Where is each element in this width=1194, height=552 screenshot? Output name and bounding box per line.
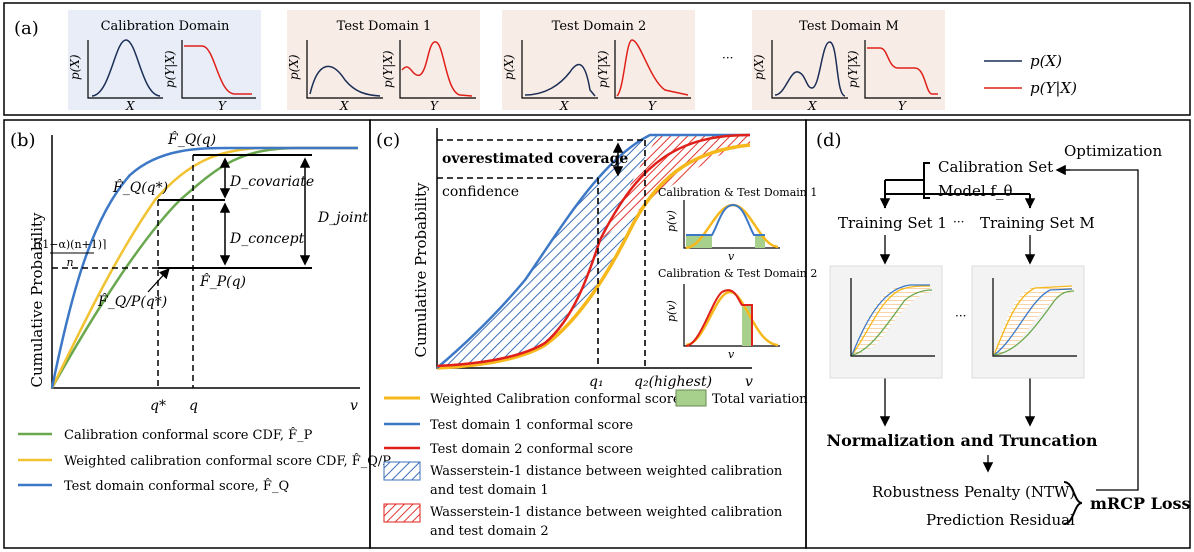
legend-calibration-cdf: Calibration conformal score CDF, F̂_P <box>64 427 313 443</box>
x-axis-label: X <box>807 99 817 113</box>
training-1-mini-chart <box>829 265 943 379</box>
inset-test-domain-2: Calibration & Test Domain 2 p(v) v <box>658 267 817 361</box>
legend-test-cdf: Test domain conformal score, F̂_Q <box>64 478 289 494</box>
pyx-axis-label: p(Y|X) <box>381 50 395 88</box>
panel-d: (d) Calibration Set Model f_θ Optimizati… <box>805 119 1191 549</box>
prediction-residual-label: Prediction Residual <box>926 511 1075 529</box>
panel-b-legend: Calibration conformal score CDF, F̂_P We… <box>18 427 391 494</box>
q2-tick: q₂(highest) <box>634 374 712 390</box>
q-tick: q <box>189 398 198 414</box>
panel-a: (a) Calibration Domain p(X) p(Y|X) X Y T… <box>3 2 1191 116</box>
y-axis-label: Y <box>218 99 227 113</box>
level-numerator: ⌈(1−α)(n+1)⌉ <box>34 238 107 251</box>
panel-c: (c) Cumulative Probability overestimated… <box>369 119 817 549</box>
panel-b-label: (b) <box>10 130 36 151</box>
training-set-m-label: Training Set M <box>980 214 1095 232</box>
calibration-set-label: Calibration Set <box>938 158 1053 176</box>
inset-v-label: v <box>728 348 735 361</box>
wasserstein-blue-region <box>437 135 750 368</box>
x-axis-label: X <box>125 99 135 113</box>
pv-label: p(v) <box>665 300 678 322</box>
qstar-tick: q* <box>150 398 166 414</box>
legend-wasserstein-2-line1: Wasserstein-1 distance between weighted … <box>430 505 783 520</box>
level-denominator: n <box>66 256 73 269</box>
pyx-axis-label: p(Y|X) <box>163 50 177 88</box>
test-cdf-curve <box>50 146 358 389</box>
panel-c-ylabel: Cumulative Probability <box>412 182 430 358</box>
px-axis-label: p(X) <box>287 54 301 80</box>
calibration-domain-title: Calibration Domain <box>101 19 230 34</box>
normalization-truncation-label: Normalization and Truncation <box>826 431 1097 450</box>
mrcp-loss-label: mRCP Loss <box>1090 494 1191 513</box>
weighted-calibration-curve <box>436 143 751 370</box>
fqstar-label: F̂_Q(q*) <box>112 178 168 196</box>
weighted-cdf-curve <box>50 146 358 389</box>
pyx-axis-label: p(Y|X) <box>846 50 860 88</box>
px-axis-label: p(X) <box>68 54 82 80</box>
legend-test-domain-2: Test domain 2 conformal score <box>430 442 633 457</box>
d-covariate-label: D_covariate <box>229 174 314 190</box>
test-domain-2-title: Test Domain 2 <box>552 19 647 34</box>
training-set-1-label: Training Set 1 <box>838 214 947 232</box>
legend-wasserstein-1-line1: Wasserstein-1 distance between weighted … <box>430 464 783 479</box>
fq-label: F̂_Q(q) <box>167 130 216 148</box>
inset-v-label: v <box>728 250 735 263</box>
panel-c-label: (c) <box>376 130 400 151</box>
px-axis-label: p(X) <box>752 54 766 80</box>
legend-total-variation: Total variation <box>712 392 808 407</box>
q1-tick: q₁ <box>589 374 604 390</box>
panel-b-ylabel: Cumulative Probability <box>28 212 46 388</box>
panel-d-label: (d) <box>816 130 842 151</box>
legend-test-domain-1: Test domain 1 conformal score <box>430 418 633 433</box>
x-axis-label: X <box>339 99 349 113</box>
domains-ellipsis: ··· <box>722 51 733 65</box>
confidence-label: confidence <box>442 184 519 200</box>
test-domain-2-box: Test Domain 2 p(X) p(Y|X) X Y <box>502 10 695 113</box>
test-domain-m-title: Test Domain M <box>799 19 899 34</box>
training-m-mini-chart <box>971 265 1085 379</box>
legend-weighted-calibration: Weighted Calibration conformal score <box>430 392 681 407</box>
legend-wasserstein-1-line2: and test domain 1 <box>430 483 549 498</box>
fp-label: F̂_P(q) <box>199 272 246 290</box>
model-label: Model f_θ <box>938 182 1013 200</box>
d-concept-label: D_concept <box>229 231 305 247</box>
panel-b: (b) Cumulative Probability <box>3 119 391 549</box>
px-axis-label: p(X) <box>502 54 516 80</box>
pyx-axis-label: p(Y|X) <box>596 50 610 88</box>
inset-2-title: Calibration & Test Domain 2 <box>658 267 817 280</box>
pv-label: p(v) <box>665 210 678 232</box>
legend-pyx: p(Y|X) <box>1030 79 1077 97</box>
optimization-label: Optimization <box>1064 142 1162 160</box>
test-domain-1-title: Test Domain 1 <box>337 19 432 34</box>
mini-chart-ellipsis: ··· <box>955 309 966 323</box>
panel-a-label: (a) <box>14 18 39 39</box>
legend-px: p(X) <box>1030 52 1062 70</box>
y-axis-label: Y <box>430 99 439 113</box>
panel-a-legend: p(X) p(Y|X) <box>984 52 1077 97</box>
inset-1-title: Calibration & Test Domain 1 <box>658 186 817 199</box>
legend-weighted-cdf: Weighted calibration conformal score CDF… <box>64 453 391 469</box>
test-domain-2-curve <box>436 133 751 368</box>
training-ellipsis: ··· <box>953 215 964 229</box>
y-axis-label: Y <box>898 99 907 113</box>
x-axis-label: X <box>559 99 569 113</box>
v-axis-label: v <box>350 398 358 414</box>
fqp-label: F̂_Q/P(q*) <box>97 292 167 310</box>
test-domain-m-box: Test Domain M p(X) p(Y|X) X Y <box>752 10 945 113</box>
panel-c-legend: Weighted Calibration conformal score Tot… <box>383 389 808 539</box>
robustness-penalty-label: Robustness Penalty (NTW) <box>872 483 1075 501</box>
v-axis-label: v <box>745 374 753 390</box>
calibration-domain-box: Calibration Domain p(X) p(Y|X) X Y <box>68 10 261 113</box>
inset-test-domain-1: Calibration & Test Domain 1 p(v) v <box>658 186 817 263</box>
test-domain-1-box: Test Domain 1 p(X) p(Y|X) X Y <box>287 10 480 113</box>
y-axis-label: Y <box>648 99 657 113</box>
d-joint-label: D_joint <box>317 210 368 226</box>
calibration-cdf-curve <box>50 146 358 389</box>
legend-wasserstein-2-line2: and test domain 2 <box>430 524 549 539</box>
overestimated-coverage-label: overestimated coverage <box>442 151 628 167</box>
